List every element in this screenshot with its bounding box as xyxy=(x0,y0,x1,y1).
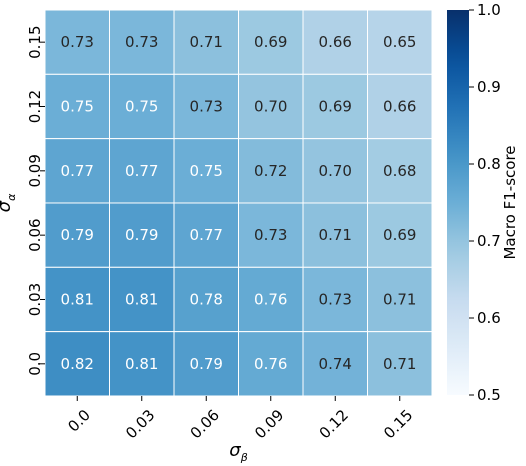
cell-value-label: 0.68 xyxy=(383,162,416,180)
x-tick-label: 0.0 xyxy=(64,406,94,436)
cell-value-label: 0.65 xyxy=(383,33,416,51)
heatmap-cell xyxy=(173,202,239,268)
cell-value-label: 0.71 xyxy=(383,290,416,308)
heatmap-cell xyxy=(238,331,304,397)
heatmap-cell xyxy=(238,9,304,75)
cell-value-label: 0.77 xyxy=(190,226,223,244)
cell-value-label: 0.81 xyxy=(125,355,158,373)
heatmap-cell xyxy=(44,202,110,268)
cell-value-label: 0.71 xyxy=(190,33,223,51)
heatmap-cell xyxy=(44,266,110,333)
cell-value-label: 0.77 xyxy=(61,162,94,180)
colorbar-tick-label: 0.6 xyxy=(477,309,501,327)
y-tick-label: 0.06 xyxy=(26,218,44,251)
cell-value-label: 0.75 xyxy=(125,97,158,115)
colorbar-title: Macro F1-score xyxy=(501,145,519,259)
heatmap-cell xyxy=(367,202,433,268)
x-axis-title: σβ xyxy=(229,440,247,464)
heatmap-cell xyxy=(367,138,433,204)
y-tick-label: 0.12 xyxy=(26,90,44,123)
cell-value-label: 0.71 xyxy=(319,226,352,244)
cell-value-label: 0.73 xyxy=(254,226,287,244)
cell-value-label: 0.75 xyxy=(190,162,223,180)
x-tick-label: 0.12 xyxy=(316,406,352,442)
cell-value-label: 0.70 xyxy=(319,162,352,180)
cell-value-label: 0.75 xyxy=(61,97,94,115)
cell-value-label: 0.79 xyxy=(125,226,158,244)
cell-value-label: 0.76 xyxy=(254,290,287,308)
cell-value-label: 0.69 xyxy=(254,33,287,51)
y-tick-label: 0.09 xyxy=(26,154,44,187)
heatmap-cell xyxy=(367,266,433,333)
colorbar-tick-label: 0.8 xyxy=(477,155,501,173)
cell-value-label: 0.74 xyxy=(319,355,352,373)
x-tick-label: 0.06 xyxy=(187,406,223,442)
heatmap-cell xyxy=(173,9,239,75)
cell-value-label: 0.78 xyxy=(190,290,223,308)
colorbar-tick-label: 0.5 xyxy=(477,386,501,404)
cell-value-label: 0.77 xyxy=(125,162,158,180)
colorbar-tick-label: 1.0 xyxy=(477,1,501,19)
heatmap-cell xyxy=(302,266,368,333)
heatmap-cell xyxy=(367,73,433,140)
y-tick-label: 0.03 xyxy=(26,283,44,316)
y-axis-title: σα xyxy=(0,193,18,212)
cell-value-label: 0.82 xyxy=(61,355,94,373)
heatmap-cell xyxy=(238,202,304,268)
cell-value-label: 0.73 xyxy=(61,33,94,51)
cell-value-label: 0.79 xyxy=(190,355,223,373)
heatmap-cell xyxy=(238,73,304,140)
cell-value-label: 0.66 xyxy=(319,33,352,51)
colorbar-tick-label: 0.7 xyxy=(477,232,501,250)
heatmap-cell xyxy=(173,266,239,333)
y-tick-labels: 0.15 0.12 0.09 0.06 0.03 0.0 xyxy=(26,25,45,376)
cell-value-label: 0.81 xyxy=(125,290,158,308)
x-tick-label: 0.09 xyxy=(251,406,287,442)
cell-value-label: 0.81 xyxy=(61,290,94,308)
heatmap-cell xyxy=(238,266,304,333)
heatmap-cells: 0.73 0.73 0.71 0.69 0.66 0.65 0.75 0.75 0.73 0.70… xyxy=(44,9,433,397)
heatmap-cell xyxy=(109,138,175,204)
cell-value-label: 0.71 xyxy=(383,355,416,373)
heatmap-cell xyxy=(238,138,304,204)
heatmap-cell xyxy=(109,202,175,268)
cell-value-label: 0.79 xyxy=(61,226,94,244)
cell-value-label: 0.69 xyxy=(319,97,352,115)
cell-value-label: 0.73 xyxy=(125,33,158,51)
cell-value-label: 0.72 xyxy=(254,162,287,180)
x-tick-labels: 0.0 0.03 0.06 0.09 0.12 0.15 xyxy=(64,395,417,442)
cell-value-label: 0.69 xyxy=(383,226,416,244)
colorbar-tick-label: 0.9 xyxy=(477,78,501,96)
y-tick-label: 0.15 xyxy=(26,25,44,58)
cell-value-label: 0.73 xyxy=(319,290,352,308)
x-tick-label: 0.03 xyxy=(122,406,158,442)
x-tick-label: 0.15 xyxy=(380,406,416,442)
colorbar: 0.5 0.6 0.7 0.8 0.9 1.0 Macro F1-score xyxy=(447,1,519,404)
heatmap-cell xyxy=(44,9,110,75)
heatmap-cell xyxy=(302,138,368,204)
cell-value-label: 0.66 xyxy=(383,97,416,115)
heatmap-cell xyxy=(109,73,175,140)
cell-value-label: 0.73 xyxy=(190,97,223,115)
colorbar-ticks: 0.5 0.6 0.7 0.8 0.9 1.0 xyxy=(469,1,501,404)
y-tick-label: 0.0 xyxy=(26,352,44,376)
heatmap-cell xyxy=(109,9,175,75)
heatmap-cell xyxy=(302,202,368,268)
heatmap-cell xyxy=(302,331,368,397)
colorbar-gradient xyxy=(447,10,469,395)
cell-value-label: 0.76 xyxy=(254,355,287,373)
cell-value-label: 0.70 xyxy=(254,97,287,115)
heatmap-cell xyxy=(44,331,110,397)
heatmap-cell xyxy=(367,331,433,397)
heatmap-cell xyxy=(367,9,433,75)
